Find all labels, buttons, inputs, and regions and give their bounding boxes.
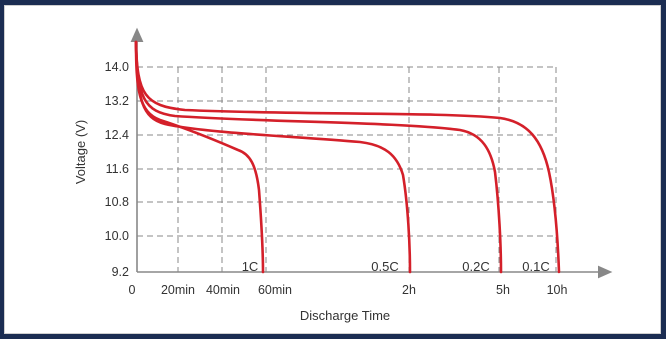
y-tick-labels: 14.0 13.2 12.4 11.6 10.8 10.0 9.2 <box>105 60 129 279</box>
series-line-0-2c <box>134 40 503 274</box>
x-tick-label: 20min <box>161 283 195 297</box>
y-tick-label: 13.2 <box>105 94 129 108</box>
series-labels: 1C 0.5C 0.2C 0.1C <box>242 259 550 274</box>
x-tick-label: 60min <box>258 283 292 297</box>
series-label-0-1c: 0.1C <box>522 259 549 274</box>
x-tick-label: 0 <box>129 283 136 297</box>
x-tick-labels: 0 20min 40min 60min 2h 5h 10h <box>129 283 568 297</box>
x-tick-label: 40min <box>206 283 240 297</box>
y-tick-label: 9.2 <box>112 265 129 279</box>
y-tick-label: 11.6 <box>106 162 129 176</box>
x-tick-label: 10h <box>547 283 568 297</box>
y-tick-label: 14.0 <box>105 60 129 74</box>
series-label-0-5c: 0.5C <box>371 259 398 274</box>
x-tick-label: 5h <box>496 283 510 297</box>
series-line-1c <box>134 40 265 274</box>
y-tick-label: 10.0 <box>105 229 129 243</box>
x-axis-label: Discharge Time <box>300 308 390 323</box>
y-tick-label: 10.8 <box>105 195 129 209</box>
series-label-1c: 1C <box>242 259 259 274</box>
y-axis-label: Voltage (V) <box>73 120 88 184</box>
horizontal-gridlines <box>137 66 556 237</box>
x-tick-label: 2h <box>402 283 416 297</box>
series-curves <box>134 40 561 274</box>
y-tick-label: 12.4 <box>105 128 129 142</box>
series-line-0-5c <box>134 40 412 274</box>
series-line-0-1c <box>134 40 561 274</box>
series-label-0-2c: 0.2C <box>462 259 489 274</box>
